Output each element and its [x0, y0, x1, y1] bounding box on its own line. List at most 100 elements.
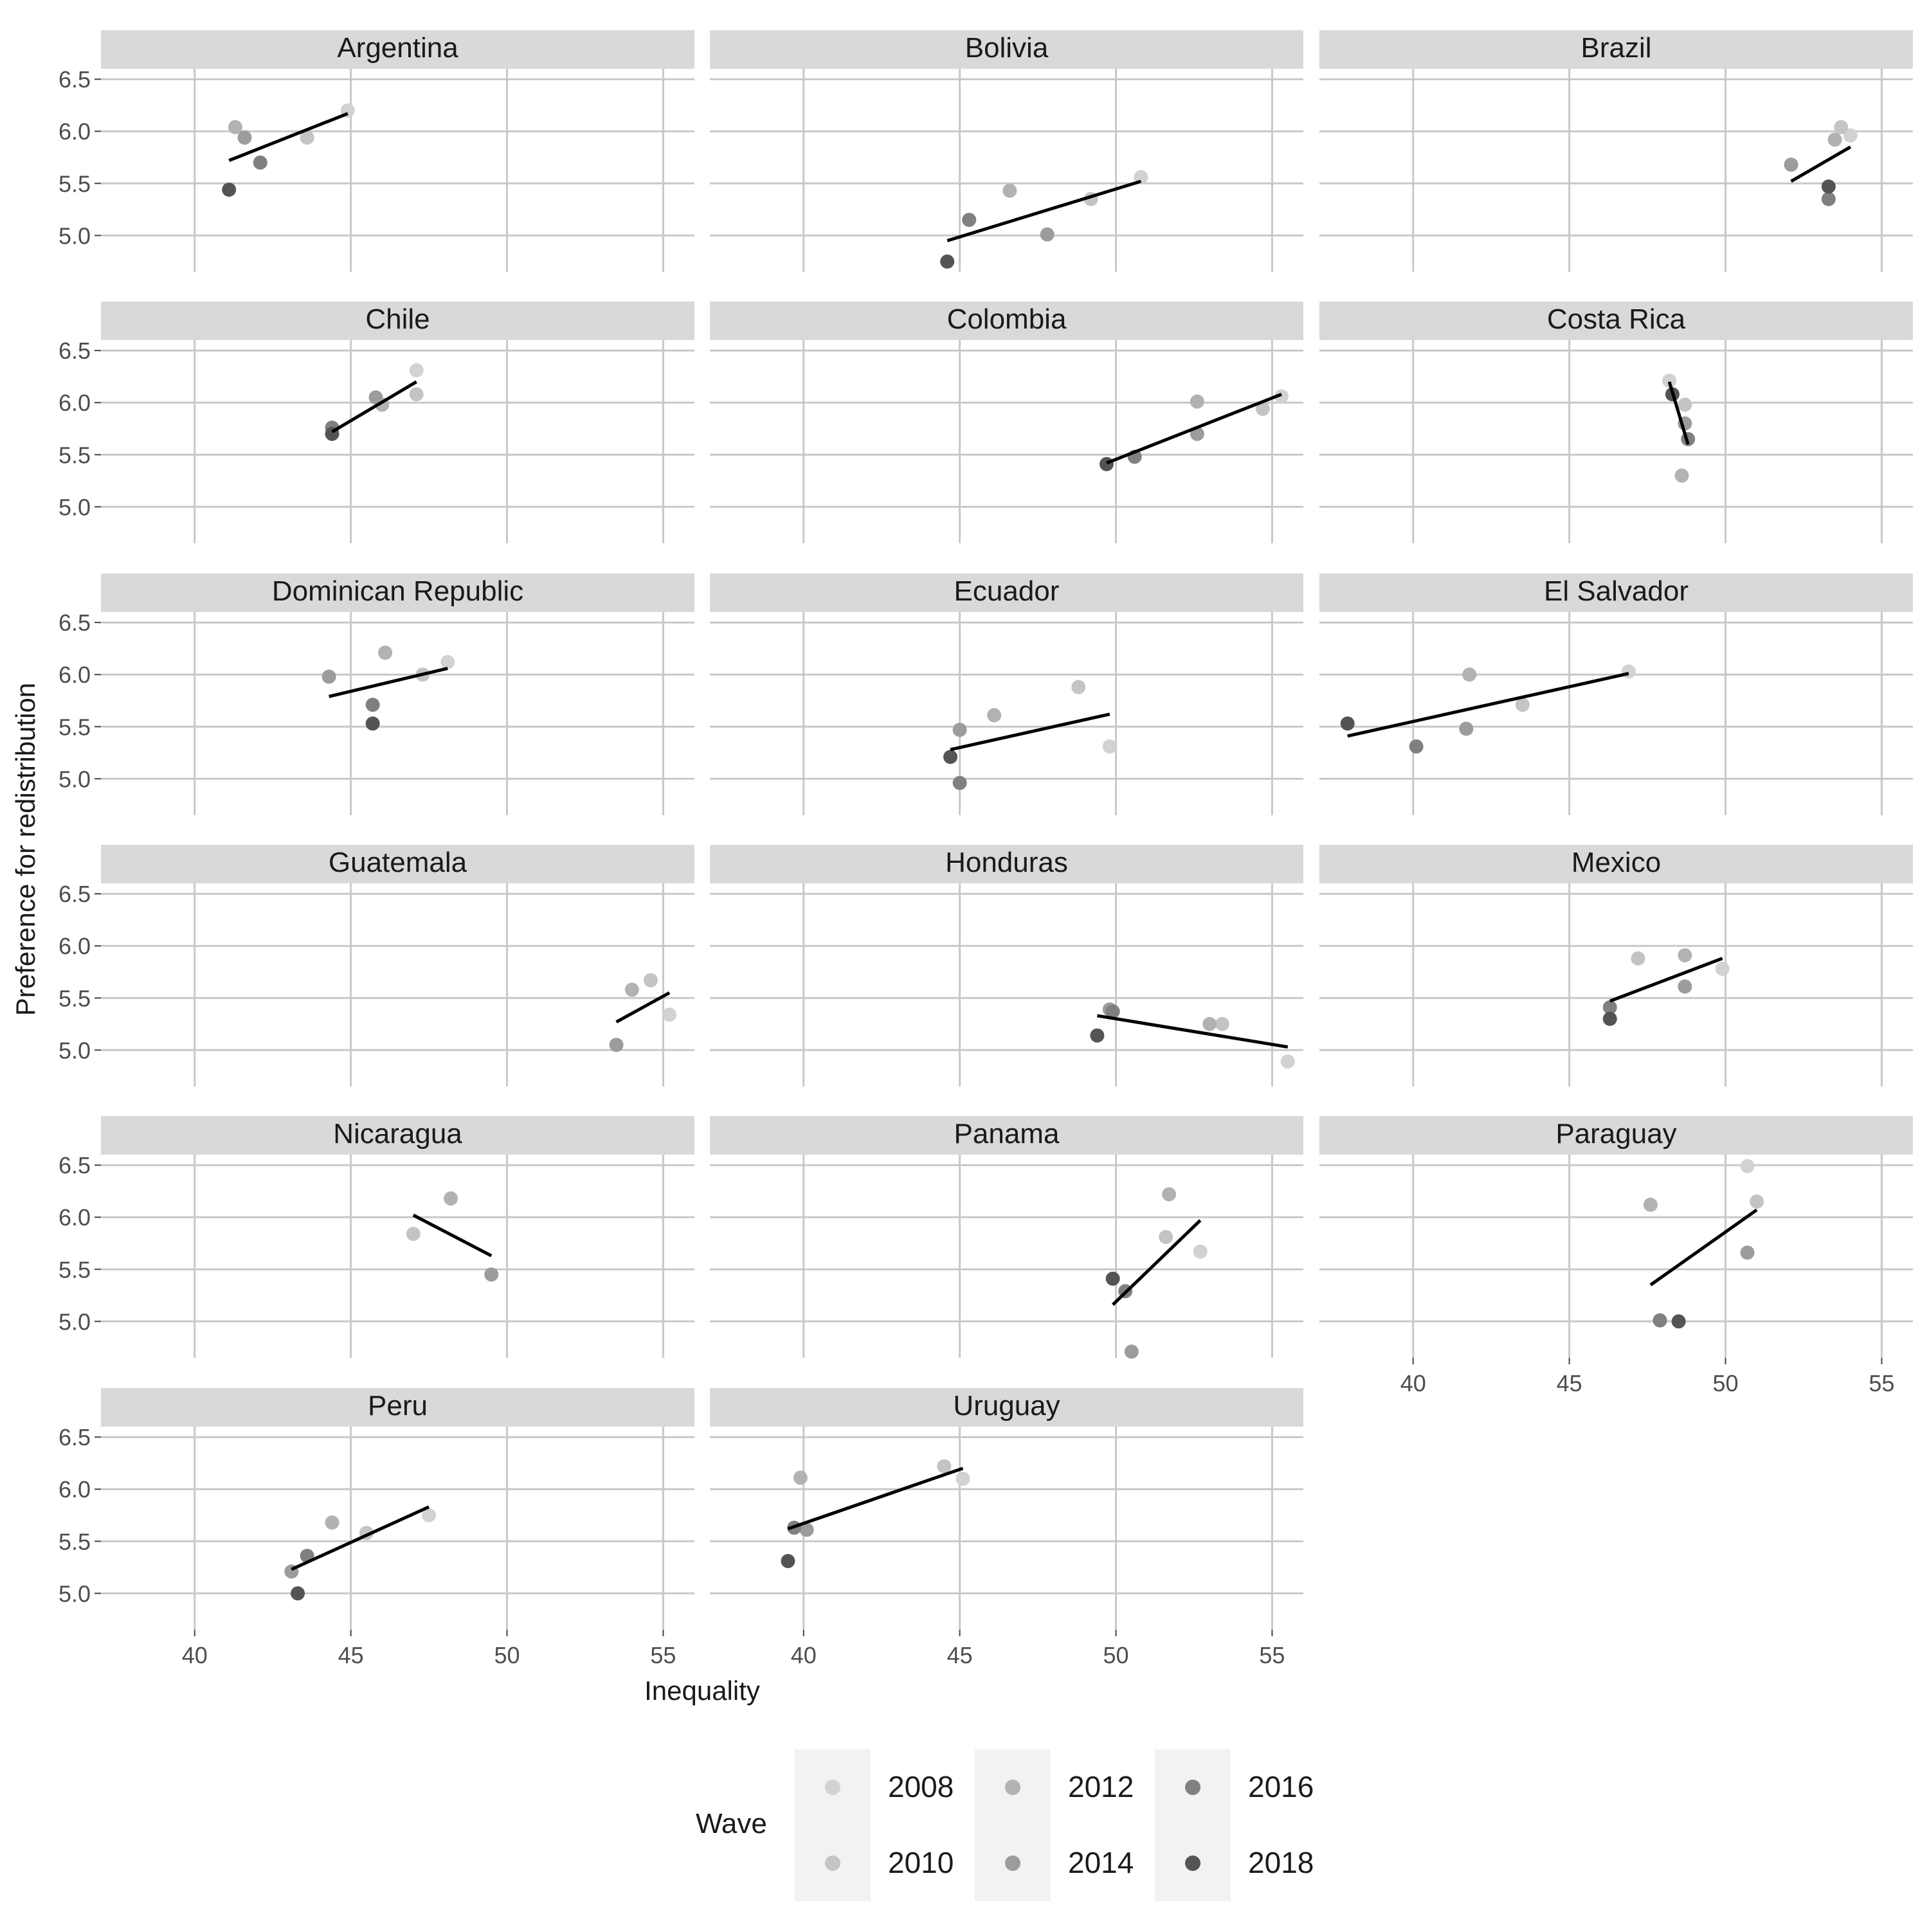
data-point-2012 — [1462, 667, 1477, 682]
panel-background — [1319, 612, 1913, 815]
panel-background — [710, 883, 1303, 1087]
facet-paraguay: Paraguay 40 45 50 55 — [1319, 1116, 1913, 1396]
data-point-2010 — [1215, 1016, 1229, 1031]
data-point-2018 — [1105, 1271, 1120, 1286]
data-point-2008 — [1621, 664, 1636, 679]
panel-background — [1319, 1155, 1913, 1358]
data-point-2012 — [325, 1515, 340, 1530]
panel-background — [710, 1155, 1303, 1358]
data-point-2008 — [422, 1508, 437, 1522]
data-point-2016 — [952, 775, 967, 790]
legend-label-2014: 2014 — [1068, 1846, 1134, 1879]
data-point-2016 — [1409, 739, 1424, 754]
y-tick-label: 5.0 — [59, 222, 91, 249]
panel-background — [710, 612, 1303, 815]
y-tick-label: 6.5 — [59, 1152, 91, 1178]
y-tick-label: 6.5 — [59, 338, 91, 364]
fit-line — [1111, 1219, 1202, 1306]
x-tick-label: 50 — [494, 1642, 520, 1668]
y-tick-label: 6.0 — [59, 118, 91, 145]
data-point-2010 — [1834, 120, 1849, 134]
facet-title: Mexico — [1571, 847, 1661, 878]
data-point-2010 — [409, 387, 424, 402]
facet-strip — [1319, 845, 1913, 883]
facet-strip — [710, 845, 1303, 883]
data-point-2010 — [1631, 951, 1645, 966]
panel-background — [101, 1155, 694, 1358]
facet-title: Bolivia — [965, 32, 1049, 64]
panel-background — [101, 883, 694, 1087]
facet-title: Peru — [368, 1390, 428, 1422]
data-point-2016 — [962, 212, 977, 227]
fit-line — [1667, 381, 1690, 445]
facet-costa-rica: Costa Rica — [1319, 302, 1913, 543]
y-tick-label: 5.0 — [59, 1580, 91, 1607]
panel-background — [101, 1427, 694, 1630]
x-tick-label: 55 — [1259, 1642, 1285, 1668]
facet-strip — [710, 573, 1303, 612]
data-point-2012 — [987, 708, 1002, 723]
y-tick-label: 5.5 — [59, 714, 91, 740]
facet-title: Honduras — [945, 847, 1068, 878]
facet-ecuador: Ecuador — [710, 573, 1303, 815]
facet-mexico: Mexico — [1319, 845, 1913, 1087]
data-point-2018 — [940, 254, 955, 269]
data-point-2016 — [365, 698, 380, 712]
data-point-2012 — [624, 982, 639, 997]
facet-strip — [101, 30, 694, 69]
facet-title: Guatemala — [329, 847, 467, 878]
data-point-2018 — [1340, 716, 1355, 731]
fit-line — [1790, 145, 1852, 183]
data-point-2014 — [952, 723, 967, 737]
x-tick-label: 45 — [338, 1642, 364, 1668]
legend-label-2008: 2008 — [888, 1770, 954, 1803]
legend-title: Wave — [696, 1808, 767, 1839]
panel-background — [710, 69, 1303, 272]
data-point-2016 — [1821, 192, 1836, 206]
x-tick-label: 50 — [1103, 1642, 1129, 1668]
facet-strip — [1319, 302, 1913, 340]
facet-strip — [1319, 30, 1913, 69]
legend-label-2016: 2016 — [1248, 1770, 1314, 1803]
data-point-2012 — [793, 1470, 808, 1485]
facet-strip — [101, 302, 694, 340]
facet-panama: Panama — [710, 1116, 1303, 1359]
data-point-2018 — [1099, 456, 1114, 471]
data-point-2008 — [1134, 170, 1148, 185]
facet-title: Chile — [365, 303, 430, 335]
data-point-2008 — [1740, 1159, 1755, 1173]
facet-title: Panama — [954, 1118, 1060, 1150]
x-axis-title: Inequality — [644, 1675, 760, 1706]
data-point-2014 — [484, 1267, 499, 1282]
fit-line — [1649, 1208, 1758, 1286]
fit-line — [412, 1213, 493, 1258]
facet-title: Paraguay — [1555, 1118, 1676, 1150]
data-point-2008 — [1662, 374, 1677, 388]
fit-line — [950, 712, 1110, 752]
data-point-2008 — [1715, 961, 1730, 976]
facet-strip — [710, 30, 1303, 69]
y-tick-label: 5.5 — [59, 442, 91, 468]
x-tick-label: 40 — [791, 1642, 817, 1668]
facet-strip — [101, 845, 694, 883]
facet-brazil: Brazil — [1319, 30, 1913, 272]
y-axis-title: Preference for redistribution — [10, 683, 41, 1016]
facet-guatemala: Guatemala 5.0 5.5 6.0 6.5 — [59, 845, 694, 1087]
facet-chile: Chile 5.0 5.5 6.0 6.5 — [59, 302, 694, 543]
data-point-2012 — [1002, 183, 1017, 198]
data-point-2008 — [955, 1472, 970, 1486]
data-point-2008 — [409, 363, 424, 377]
facet-title: Colombia — [947, 303, 1067, 335]
y-tick-label: 6.5 — [59, 881, 91, 907]
data-point-2018 — [943, 750, 958, 764]
fit-line — [615, 991, 671, 1024]
panel-background — [101, 340, 694, 543]
data-point-2010 — [1255, 401, 1270, 416]
data-point-2016 — [253, 155, 267, 170]
data-point-2012 — [1190, 394, 1204, 409]
data-point-2010 — [300, 130, 314, 145]
data-point-2012 — [228, 120, 242, 134]
y-tick-label: 6.5 — [59, 1424, 91, 1450]
data-point-2016 — [1105, 1004, 1120, 1019]
